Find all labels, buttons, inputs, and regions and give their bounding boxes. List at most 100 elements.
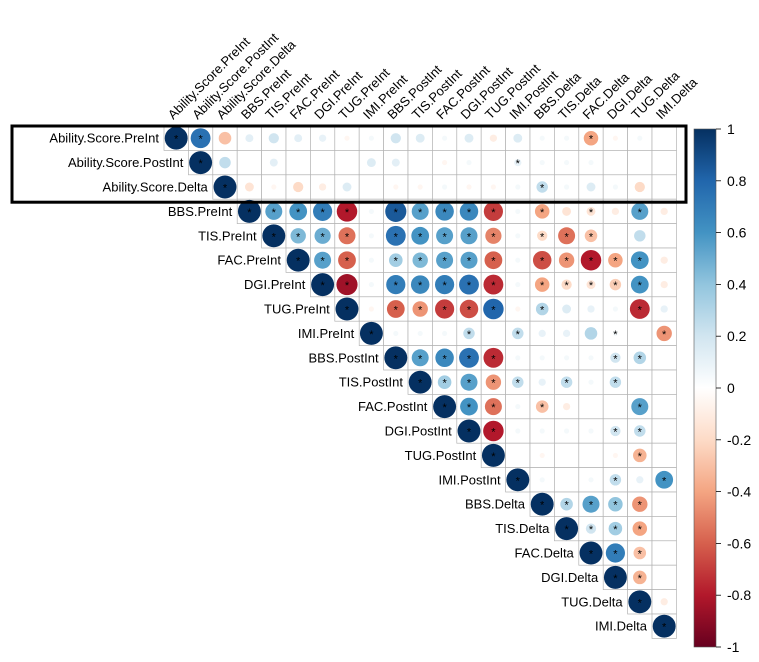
correlation-circle	[588, 428, 594, 434]
correlation-circle	[368, 306, 374, 312]
correlation-circle	[517, 454, 519, 456]
correlation-circle	[393, 330, 399, 336]
significance-star: *	[320, 280, 325, 292]
correlation-circle	[412, 252, 428, 268]
correlation-circle	[588, 160, 594, 166]
significance-star: *	[564, 524, 569, 536]
significance-star: *	[491, 451, 496, 463]
correlation-circle	[609, 474, 622, 486]
correlation-circle	[588, 355, 594, 361]
correlation-circle	[515, 257, 521, 263]
correlation-circle	[555, 517, 579, 541]
correlation-circle	[532, 250, 552, 270]
significance-star: *	[467, 402, 472, 414]
significance-star: *	[638, 402, 643, 414]
correlation-circle	[639, 162, 641, 164]
significance-star: *	[418, 256, 423, 268]
significance-star: *	[516, 378, 521, 390]
significance-star: *	[467, 329, 472, 341]
correlation-circle	[485, 374, 502, 390]
correlation-circle	[368, 282, 374, 288]
correlation-circle	[483, 201, 503, 221]
row-label: IMI.PreInt	[298, 326, 355, 341]
correlation-circle	[219, 156, 231, 169]
correlation-circle	[417, 330, 423, 336]
correlation-circle	[603, 565, 627, 589]
correlation-circle	[515, 233, 521, 239]
correlation-circle	[484, 398, 502, 416]
correlation-circle	[311, 273, 335, 297]
correlation-circle	[609, 376, 622, 388]
correlation-circle	[442, 160, 448, 166]
correlation-circle	[652, 614, 676, 638]
significance-star: *	[491, 207, 496, 219]
significance-star: *	[540, 231, 545, 243]
correlation-circle	[435, 348, 454, 368]
correlation-circle	[481, 443, 505, 467]
correlation-circle	[614, 235, 617, 237]
correlation-circle	[419, 162, 421, 164]
correlation-circle	[535, 400, 549, 413]
correlation-circle	[514, 158, 522, 167]
correlation-circle	[437, 375, 452, 389]
significance-star: *	[442, 231, 447, 243]
significance-star: *	[516, 329, 521, 341]
correlation-circle	[484, 251, 503, 270]
significance-star: *	[589, 231, 594, 243]
significance-star: *	[638, 353, 643, 365]
significance-star: *	[613, 549, 618, 561]
correlation-circle	[265, 202, 283, 220]
correlation-circle	[539, 477, 545, 483]
significance-star: *	[613, 500, 618, 512]
correlation-circle	[391, 158, 400, 167]
correlation-circle	[385, 225, 406, 246]
correlation-circle	[580, 249, 602, 271]
correlation-circle	[585, 523, 597, 534]
correlation-circle	[631, 398, 649, 416]
colorbar-tick-label: 0.6	[727, 225, 747, 241]
correlation-circle	[338, 227, 356, 245]
significance-star: *	[442, 207, 447, 219]
significance-star: *	[394, 207, 399, 219]
correlation-circle	[386, 275, 406, 295]
significance-star: *	[638, 305, 643, 317]
colorbar-tick-label: 0.4	[727, 276, 747, 292]
significance-star: *	[589, 524, 594, 536]
significance-star: *	[223, 183, 228, 195]
correlation-circle	[539, 355, 545, 361]
row-label: BBS.PreInt	[168, 204, 233, 219]
significance-star: *	[638, 573, 643, 585]
significance-star: *	[467, 256, 472, 268]
significance-star: *	[613, 573, 618, 585]
correlation-circle	[609, 278, 622, 291]
correlation-circle	[368, 135, 374, 141]
correlation-circle	[663, 357, 665, 359]
correlation-circle	[189, 151, 213, 175]
significance-star: *	[442, 378, 447, 390]
significance-star: *	[540, 280, 545, 292]
correlation-circle	[632, 496, 648, 512]
correlation-circle	[368, 257, 374, 263]
row-label: TUG.PostInt	[405, 448, 477, 463]
correlation-circle	[336, 274, 358, 296]
correlation-circle	[459, 347, 479, 368]
correlation-circle	[483, 347, 504, 368]
correlation-circle	[539, 160, 545, 166]
significance-star: *	[491, 378, 496, 390]
correlation-circle	[459, 299, 479, 319]
correlation-circle	[633, 351, 647, 365]
correlation-circle	[459, 202, 479, 221]
correlation-circle	[608, 521, 623, 536]
correlation-circle	[663, 454, 665, 456]
correlation-circle	[289, 202, 308, 221]
correlation-circle	[663, 430, 665, 432]
correlation-circle	[663, 503, 665, 505]
significance-star: *	[394, 231, 399, 243]
correlation-circle	[314, 227, 331, 244]
correlation-circle	[466, 160, 472, 166]
correlation-circle	[512, 327, 524, 340]
correlation-circle	[564, 355, 570, 361]
row-label: TIS.Delta	[495, 521, 550, 536]
correlation-circle	[663, 406, 665, 408]
significance-star: *	[540, 256, 545, 268]
